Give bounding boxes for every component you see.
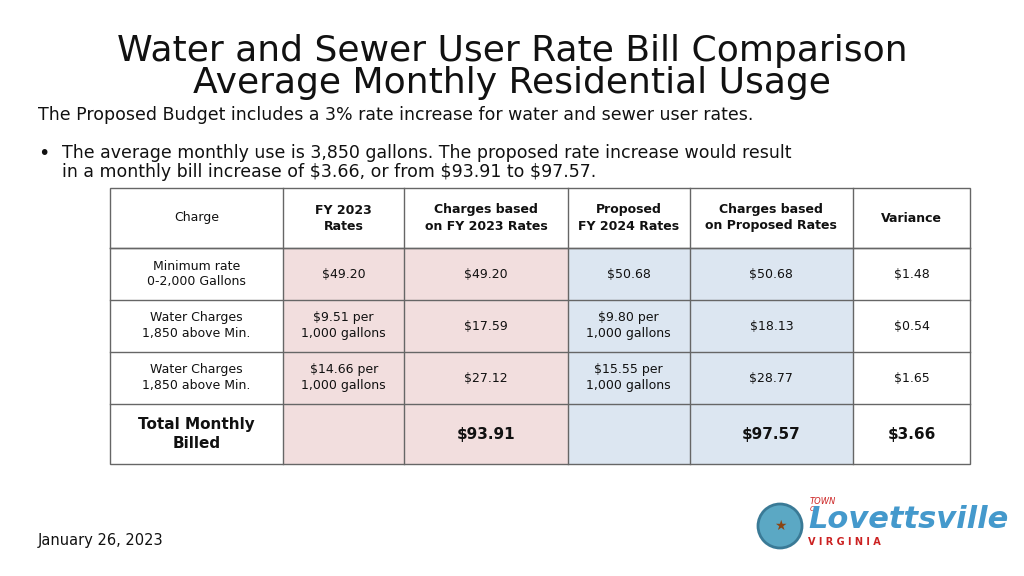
Text: $0.54: $0.54: [894, 320, 930, 332]
Bar: [404, 300, 568, 352]
Bar: [404, 352, 568, 404]
Text: $14.66 per
1,000 gallons: $14.66 per 1,000 gallons: [301, 363, 386, 392]
Bar: [110, 248, 283, 300]
Text: •: •: [38, 144, 49, 163]
Bar: [283, 300, 404, 352]
Bar: [568, 300, 689, 352]
Bar: [110, 352, 283, 404]
Text: OF: OF: [810, 506, 819, 512]
Text: $27.12: $27.12: [465, 372, 508, 385]
Text: Water Charges
1,850 above Min.: Water Charges 1,850 above Min.: [142, 312, 251, 340]
Text: Total Monthly
Billed: Total Monthly Billed: [138, 417, 255, 451]
Text: $3.66: $3.66: [888, 426, 936, 441]
Text: $97.57: $97.57: [742, 426, 801, 441]
Bar: [404, 248, 568, 300]
Text: in a monthly bill increase of $3.66, or from $93.91 to $97.57.: in a monthly bill increase of $3.66, or …: [62, 163, 596, 181]
Bar: [110, 188, 970, 248]
Bar: [853, 352, 970, 404]
Text: Water and Sewer User Rate Bill Comparison: Water and Sewer User Rate Bill Compariso…: [117, 34, 907, 68]
Text: Average Monthly Residential Usage: Average Monthly Residential Usage: [194, 66, 830, 100]
Bar: [689, 404, 853, 464]
Bar: [568, 248, 689, 300]
Bar: [853, 248, 970, 300]
Text: $50.68: $50.68: [607, 267, 650, 281]
Bar: [404, 404, 568, 464]
Bar: [568, 352, 689, 404]
Text: $9.80 per
1,000 gallons: $9.80 per 1,000 gallons: [587, 312, 671, 340]
Bar: [689, 248, 853, 300]
Bar: [283, 404, 404, 464]
Text: $93.91: $93.91: [457, 426, 515, 441]
Text: $28.77: $28.77: [750, 372, 794, 385]
Bar: [853, 300, 970, 352]
Text: ★: ★: [774, 519, 786, 533]
Text: $49.20: $49.20: [465, 267, 508, 281]
Text: January 26, 2023: January 26, 2023: [38, 533, 164, 548]
Text: Water Charges
1,850 above Min.: Water Charges 1,850 above Min.: [142, 363, 251, 392]
Text: The average monthly use is 3,850 gallons. The proposed rate increase would resul: The average monthly use is 3,850 gallons…: [62, 144, 792, 162]
Bar: [110, 404, 283, 464]
Bar: [110, 188, 970, 464]
Text: Charge: Charge: [174, 211, 219, 225]
Circle shape: [758, 504, 802, 548]
Bar: [853, 404, 970, 464]
Text: $1.48: $1.48: [894, 267, 930, 281]
Text: $15.55 per
1,000 gallons: $15.55 per 1,000 gallons: [587, 363, 671, 392]
Text: FY 2023
Rates: FY 2023 Rates: [315, 203, 372, 233]
Text: $50.68: $50.68: [750, 267, 794, 281]
Bar: [568, 404, 689, 464]
Text: $9.51 per
1,000 gallons: $9.51 per 1,000 gallons: [301, 312, 386, 340]
Text: Proposed
FY 2024 Rates: Proposed FY 2024 Rates: [579, 203, 679, 233]
Text: Charges based
on Proposed Rates: Charges based on Proposed Rates: [706, 203, 838, 233]
Bar: [283, 248, 404, 300]
Text: $1.65: $1.65: [894, 372, 930, 385]
Text: TOWN: TOWN: [810, 497, 837, 506]
Text: $18.13: $18.13: [750, 320, 794, 332]
Text: Charges based
on FY 2023 Rates: Charges based on FY 2023 Rates: [425, 203, 548, 233]
Text: V I R G I N I A: V I R G I N I A: [808, 537, 881, 547]
Text: $49.20: $49.20: [322, 267, 366, 281]
Bar: [283, 352, 404, 404]
Bar: [689, 352, 853, 404]
Text: Variance: Variance: [881, 211, 942, 225]
Bar: [689, 300, 853, 352]
Bar: [110, 300, 283, 352]
Text: The Proposed Budget includes a 3% rate increase for water and sewer user rates.: The Proposed Budget includes a 3% rate i…: [38, 106, 754, 124]
Text: Minimum rate
0-2,000 Gallons: Minimum rate 0-2,000 Gallons: [147, 260, 246, 289]
Text: Lovettsville: Lovettsville: [808, 506, 1009, 535]
Text: $17.59: $17.59: [464, 320, 508, 332]
